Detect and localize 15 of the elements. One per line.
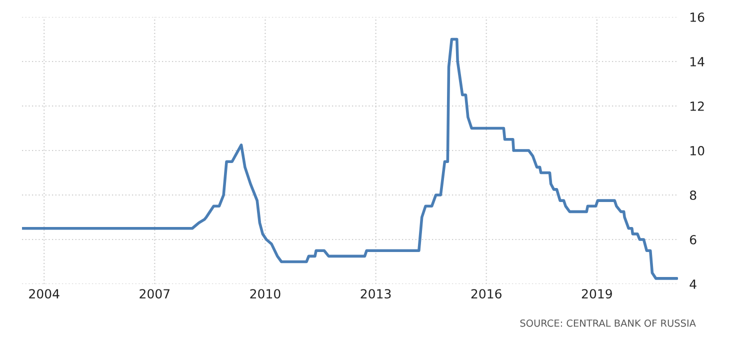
x-tick-label: 2007 <box>140 289 170 299</box>
y-tick-label: 4 <box>690 280 696 289</box>
y-tick-label: 8 <box>690 190 696 200</box>
y-tick-label: 12 <box>690 101 704 111</box>
y-tick-label: 14 <box>690 57 704 66</box>
x-tick-label: 2013 <box>360 289 391 299</box>
x-tick-label: 2019 <box>582 289 612 299</box>
y-tick-label: 16 <box>690 12 704 22</box>
x-tick-label: 2016 <box>471 289 502 299</box>
y-tick-label: 6 <box>690 234 696 244</box>
x-tick-label: 2010 <box>250 289 280 299</box>
source-note: SOURCE: CENTRAL BANK OF RUSSIA <box>520 319 696 327</box>
y-tick-label: 10 <box>690 146 704 156</box>
line-series <box>22 38 678 280</box>
x-tick-label: 2004 <box>29 289 60 299</box>
